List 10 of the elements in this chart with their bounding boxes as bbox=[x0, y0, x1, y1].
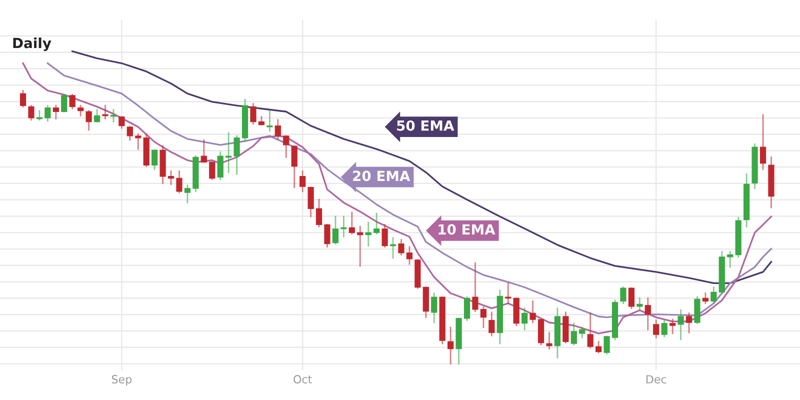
x-tick-label: Oct bbox=[294, 375, 312, 384]
candlestick bbox=[61, 94, 68, 112]
candlestick bbox=[209, 161, 216, 180]
series-label: 10 EMA bbox=[438, 224, 496, 235]
x-tick-label: Sep bbox=[112, 375, 132, 386]
x-tick-label: Dec bbox=[646, 375, 666, 384]
series-label: 20 EMA bbox=[353, 170, 410, 182]
chart-title: Daily bbox=[13, 38, 52, 52]
candlestick bbox=[604, 336, 610, 354]
series-label: 50 EMA bbox=[397, 120, 454, 131]
